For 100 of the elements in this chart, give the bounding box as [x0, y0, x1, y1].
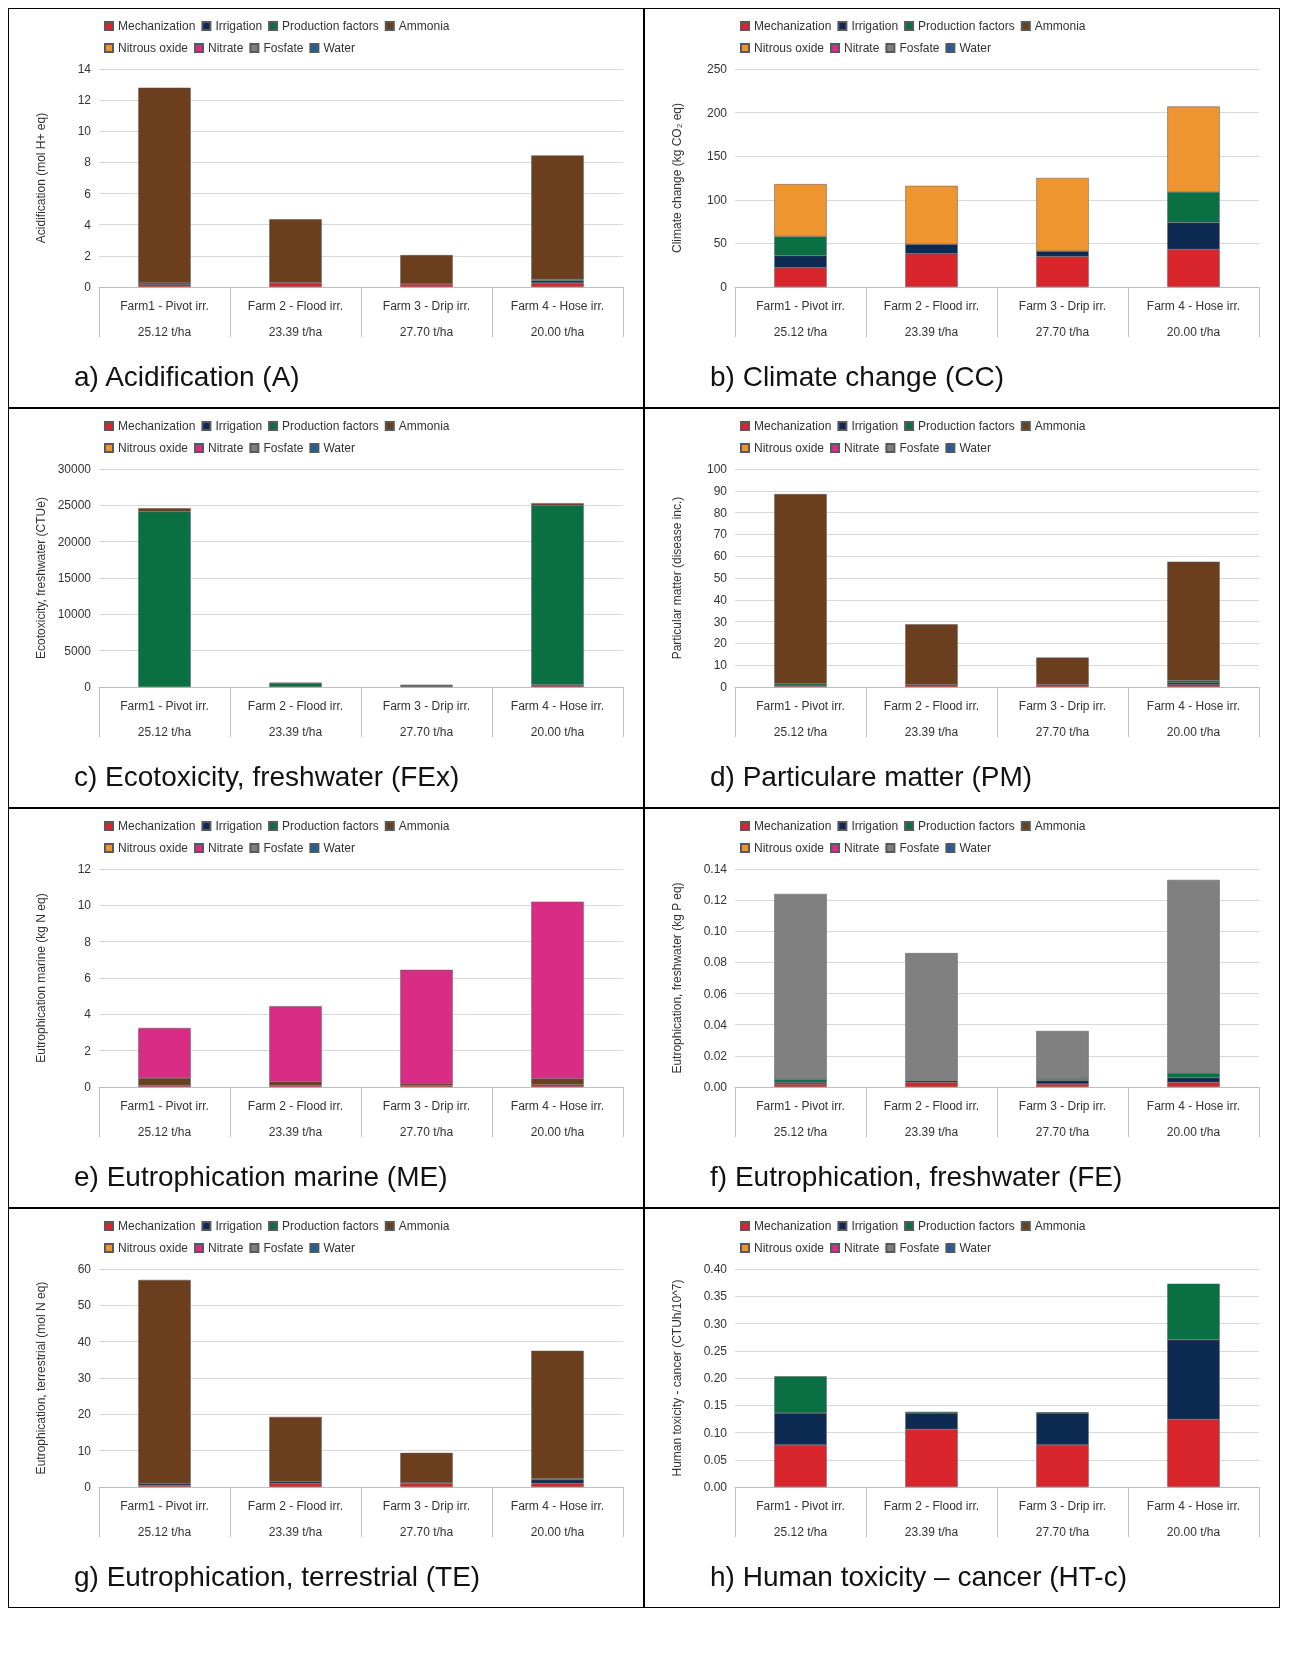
y-tick-label: 0 — [84, 280, 92, 294]
y-tick-label: 20 — [713, 636, 728, 651]
y-tick-label: 2 — [84, 248, 92, 263]
legend-label: Mechanization — [754, 1219, 832, 1233]
y-axis-title: Particular matter (disease inc.) — [670, 496, 684, 660]
x-tick-label: Farm 3 - Drip irr. 27.70 t/ha — [1018, 299, 1107, 339]
legend-label: Irrigation — [851, 19, 899, 33]
legend-label: Fosfate — [899, 41, 940, 55]
text: d) Particulare matter (PM) — [710, 760, 1033, 792]
legend-label: Ammonia — [1034, 19, 1086, 33]
y-tick-label: 200 — [706, 105, 728, 120]
legend-label: Water — [959, 841, 991, 855]
x-tick-label: Farm 3 - Drip irr. 27.70 t/ha — [1018, 1499, 1107, 1539]
y-tick-label: 12 — [77, 93, 92, 108]
y-axis-title: Ecotoxicity, freshwater (CTUe) — [33, 497, 48, 659]
legend-label: Production factors — [918, 19, 1015, 33]
legend-label: Water — [323, 841, 355, 855]
legend-label: Production factors — [918, 1219, 1015, 1233]
x-tick-label: Farm 2 - Flood irr. 23.39 t/ha — [247, 699, 344, 739]
legend-label: Fosfate — [899, 1241, 940, 1255]
y-tick-label: 0 — [84, 1080, 92, 1094]
text: h) Human toxicity – cancer (HT-c) — [710, 1560, 1127, 1592]
y-tick-label: 0.30 — [703, 1316, 728, 1331]
x-tick-label: Farm 4 - Hose irr. 20.00 t/ha — [1146, 699, 1241, 739]
x-tick-label: Farm1 - Pivot irr. 25.12 t/ha — [120, 1099, 209, 1139]
y-tick-label: 90 — [713, 483, 728, 498]
legend-label: Water — [323, 41, 355, 55]
y-tick-label: 0.14 — [703, 862, 728, 876]
y-tick-label: 20000 — [57, 534, 92, 549]
y-tick-label: 6 — [84, 971, 92, 985]
legend-label: Irrigation — [215, 419, 263, 433]
y-tick-label: 0.00 — [703, 1080, 728, 1094]
legend-label: Mechanization — [118, 1219, 196, 1233]
y-axis-title: Climate change (kg CO₂ eq) — [670, 102, 684, 254]
x-tick-label: Farm 2 - Flood irr. 23.39 t/ha — [247, 1099, 344, 1139]
x-tick-label: Farm 4 - Hose irr. 20.00 t/ha — [1146, 299, 1241, 339]
y-tick-label: 30 — [77, 1371, 92, 1385]
x-tick-label: Farm1 - Pivot irr. 25.12 t/ha — [756, 1499, 845, 1539]
legend-label: Nitrate — [844, 841, 880, 855]
legend-label: Fosfate — [263, 1241, 304, 1255]
text: f) Eutrophication, freshwater (FE) — [710, 1160, 1123, 1192]
x-tick-label: Farm 4 - Hose irr. 20.00 t/ha — [1146, 1499, 1241, 1539]
x-tick-label: Farm1 - Pivot irr. 25.12 t/ha — [120, 699, 209, 739]
y-tick-label: 0.25 — [703, 1343, 728, 1358]
y-tick-label: 25000 — [57, 498, 92, 513]
y-tick-label: 8 — [84, 155, 92, 170]
legend-label: Nitrous oxide — [754, 41, 825, 55]
text: b) Climate change (CC) — [710, 360, 1005, 392]
y-tick-label: 10000 — [57, 607, 92, 622]
legend-label: Fosfate — [263, 841, 304, 855]
y-tick-label: 14 — [77, 62, 92, 76]
y-tick-label: 4 — [84, 1007, 92, 1022]
legend-label: Nitrate — [208, 841, 244, 855]
y-tick-label: 60 — [77, 1262, 92, 1276]
text: e) Eutrophication marine (ME) — [74, 1160, 448, 1192]
y-tick-label: 50 — [77, 1298, 92, 1313]
y-axis-title: Eutrophication marine (kg N eq) — [34, 893, 48, 1063]
y-tick-label: 6 — [84, 186, 92, 201]
y-axis-title: Eutrophication, terrestrial (mol N eq) — [34, 1281, 48, 1475]
text: a) Acidification (A) — [74, 360, 300, 392]
legend-label: Nitrate — [844, 441, 880, 455]
y-tick-label: 0.35 — [703, 1289, 728, 1304]
y-tick-label: 80 — [713, 505, 728, 520]
x-tick-label: Farm 2 - Flood irr. 23.39 t/ha — [883, 699, 980, 739]
y-tick-label: 60 — [713, 549, 728, 564]
y-tick-label: 150 — [706, 149, 728, 164]
legend-label: Water — [323, 441, 355, 455]
x-tick-label: Farm 2 - Flood irr. 23.39 t/ha — [247, 1499, 344, 1539]
y-tick-label: 10 — [713, 658, 728, 673]
y-tick-label: 40 — [77, 1334, 92, 1349]
y-tick-label: 0.20 — [703, 1371, 728, 1385]
legend-label: Production factors — [918, 419, 1015, 433]
legend-label: Production factors — [282, 1219, 379, 1233]
x-tick-label: Farm 3 - Drip irr. 27.70 t/ha — [382, 1499, 471, 1539]
y-tick-label: 5000 — [64, 643, 92, 658]
legend-label: Fosfate — [263, 41, 304, 55]
legend-label: Ammonia — [398, 19, 450, 33]
legend-label: Water — [959, 441, 991, 455]
y-tick-label: 0 — [720, 280, 728, 294]
y-tick-label: 0.10 — [703, 1425, 728, 1440]
legend-label: Nitrous oxide — [118, 841, 189, 855]
legend-label: Nitrate — [844, 41, 880, 55]
y-axis-title: Eutrophication, freshwater (kg P eq) — [670, 882, 684, 1074]
legend-label: Water — [959, 41, 991, 55]
legend-label: Nitrate — [208, 441, 244, 455]
y-tick-label: 10 — [77, 124, 92, 139]
legend-label: Nitrous oxide — [754, 441, 825, 455]
legend-label: Production factors — [282, 19, 379, 33]
text: g) Eutrophication, terrestrial (TE) — [74, 1560, 481, 1592]
y-tick-label: 0.10 — [703, 924, 728, 939]
y-tick-label: 0.02 — [703, 1048, 728, 1063]
y-tick-label: 0.00 — [703, 1480, 728, 1494]
y-axis-title: Acidification (mol H+ eq) — [34, 112, 48, 244]
x-tick-label: Farm 4 - Hose irr. 20.00 t/ha — [510, 699, 605, 739]
x-tick-label: Farm 3 - Drip irr. 27.70 t/ha — [1018, 699, 1107, 739]
y-tick-label: 50 — [713, 571, 728, 585]
legend-label: Water — [323, 1241, 355, 1255]
legend-label: Nitrous oxide — [754, 841, 825, 855]
text: c) Ecotoxicity, freshwater (FEx) — [74, 760, 460, 792]
legend-label: Production factors — [282, 819, 379, 833]
